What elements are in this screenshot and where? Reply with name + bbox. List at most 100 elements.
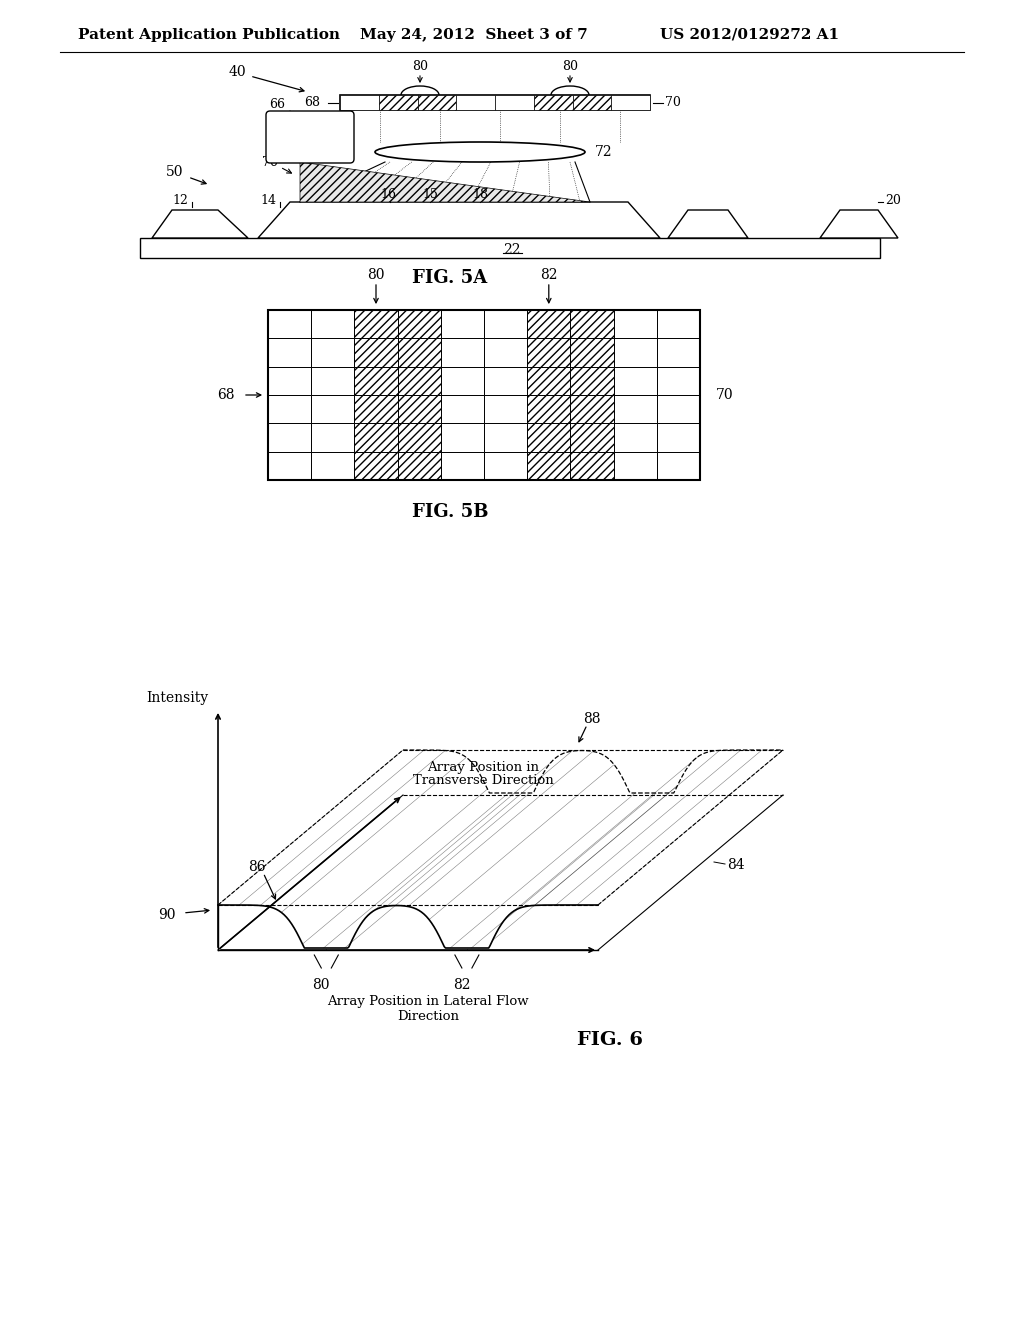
FancyBboxPatch shape xyxy=(266,111,354,162)
Bar xyxy=(440,395,484,424)
Bar xyxy=(397,424,440,451)
Bar xyxy=(656,310,700,338)
Bar xyxy=(570,338,613,367)
Bar xyxy=(268,395,311,424)
Text: 50: 50 xyxy=(166,165,183,180)
Text: 82: 82 xyxy=(540,268,557,282)
Bar xyxy=(140,238,880,257)
Bar xyxy=(534,95,572,110)
Bar xyxy=(268,451,311,480)
Bar xyxy=(570,395,613,424)
Polygon shape xyxy=(820,210,898,238)
Bar xyxy=(340,95,650,110)
Text: Transverse Direction: Transverse Direction xyxy=(413,775,553,788)
Bar xyxy=(311,310,354,338)
Text: 80: 80 xyxy=(368,268,385,282)
Text: 14: 14 xyxy=(260,194,276,206)
Bar xyxy=(440,367,484,395)
Bar xyxy=(613,310,656,338)
Bar xyxy=(268,310,700,480)
Bar xyxy=(397,310,440,338)
Text: Patent Application Publication: Patent Application Publication xyxy=(78,28,340,42)
Text: Intensity: Intensity xyxy=(145,690,208,705)
Bar xyxy=(484,310,527,338)
Bar xyxy=(527,310,570,338)
Bar xyxy=(354,338,397,367)
Bar xyxy=(397,451,440,480)
Bar xyxy=(613,424,656,451)
Bar xyxy=(457,95,495,110)
Bar xyxy=(484,395,527,424)
Text: 68: 68 xyxy=(304,96,319,110)
Text: 18: 18 xyxy=(472,189,488,202)
Bar xyxy=(570,451,613,480)
Text: 72: 72 xyxy=(595,145,612,158)
Bar xyxy=(354,451,397,480)
Bar xyxy=(397,338,440,367)
Text: 68: 68 xyxy=(217,388,234,403)
Bar xyxy=(495,95,534,110)
Polygon shape xyxy=(258,202,660,238)
Text: 70: 70 xyxy=(665,96,681,110)
Text: 86: 86 xyxy=(249,859,266,874)
Bar xyxy=(354,367,397,395)
Bar xyxy=(484,367,527,395)
Bar xyxy=(527,451,570,480)
Text: FIG. 6: FIG. 6 xyxy=(577,1031,643,1049)
Text: May 24, 2012  Sheet 3 of 7: May 24, 2012 Sheet 3 of 7 xyxy=(360,28,588,42)
Bar xyxy=(484,424,527,451)
Bar xyxy=(656,338,700,367)
Bar xyxy=(397,395,440,424)
Polygon shape xyxy=(668,210,748,238)
Text: Array Position in Lateral Flow: Array Position in Lateral Flow xyxy=(328,995,528,1008)
Bar xyxy=(354,424,397,451)
Bar xyxy=(440,451,484,480)
Text: Source: Source xyxy=(289,139,331,152)
Bar xyxy=(570,367,613,395)
Bar xyxy=(268,367,311,395)
Text: 16: 16 xyxy=(380,189,396,202)
Bar xyxy=(570,424,613,451)
Bar xyxy=(311,451,354,480)
Text: 76: 76 xyxy=(262,156,278,169)
Text: US 2012/0129272 A1: US 2012/0129272 A1 xyxy=(660,28,839,42)
Text: 80: 80 xyxy=(312,978,330,993)
Bar xyxy=(527,424,570,451)
Text: 20: 20 xyxy=(885,194,901,206)
Bar xyxy=(340,95,379,110)
Text: 40: 40 xyxy=(228,65,246,79)
Bar xyxy=(311,424,354,451)
Bar xyxy=(527,338,570,367)
Text: 15: 15 xyxy=(422,189,438,202)
Ellipse shape xyxy=(375,143,585,162)
Text: 66: 66 xyxy=(269,99,285,111)
Bar xyxy=(397,367,440,395)
Bar xyxy=(613,367,656,395)
Polygon shape xyxy=(152,210,248,238)
Bar xyxy=(379,95,418,110)
Polygon shape xyxy=(300,162,590,202)
Bar xyxy=(484,338,527,367)
Bar xyxy=(484,451,527,480)
Bar xyxy=(268,424,311,451)
Text: FIG. 5B: FIG. 5B xyxy=(412,503,488,521)
Bar xyxy=(354,395,397,424)
Text: 12: 12 xyxy=(172,194,188,206)
Bar xyxy=(418,95,457,110)
Bar xyxy=(572,95,611,110)
Text: 82: 82 xyxy=(454,978,471,993)
Text: 22: 22 xyxy=(503,243,521,257)
Text: 84: 84 xyxy=(727,858,744,873)
Bar xyxy=(656,367,700,395)
Bar xyxy=(311,338,354,367)
Text: 80: 80 xyxy=(412,61,428,74)
Bar xyxy=(613,451,656,480)
Bar xyxy=(268,338,311,367)
Bar xyxy=(440,424,484,451)
Bar xyxy=(613,338,656,367)
Bar xyxy=(527,395,570,424)
Text: Light: Light xyxy=(295,124,326,136)
Bar xyxy=(656,395,700,424)
Text: 70: 70 xyxy=(716,388,733,403)
Bar xyxy=(527,367,570,395)
